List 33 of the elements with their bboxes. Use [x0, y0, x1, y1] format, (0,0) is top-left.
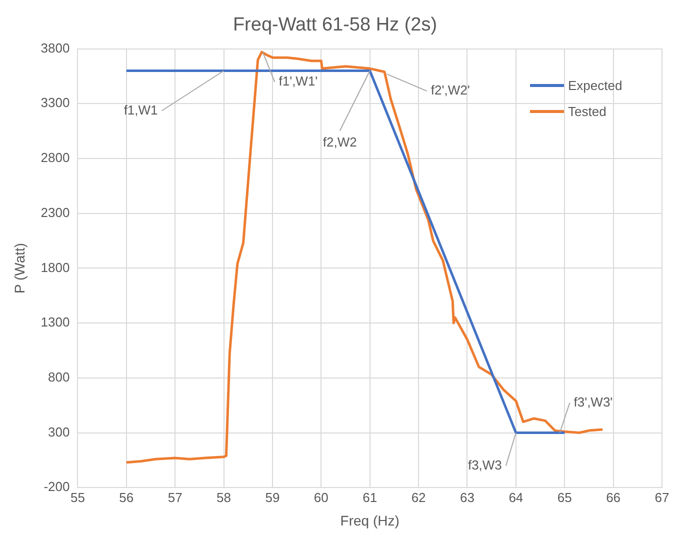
x-tick-label: 67 [654, 490, 670, 505]
y-tick-label: -200 [44, 479, 70, 494]
y-axis-title: P (Watt) [11, 242, 28, 294]
annotation: f3',W3' [574, 394, 613, 410]
annotation: f2,W2 [322, 134, 357, 150]
legend-label: Expected [568, 76, 622, 95]
y-tick-label: 1300 [40, 314, 70, 330]
x-axis-title: Freq (Hz) [340, 512, 400, 528]
y-tick-label: 1800 [40, 260, 70, 275]
chart-title: Freq-Watt 61-58 Hz (2s) [232, 14, 438, 36]
legend-label: Tested [568, 102, 606, 121]
x-tick-label: 65 [557, 490, 572, 505]
x-tick-label: 62 [411, 490, 426, 505]
y-tick-label: 800 [48, 369, 70, 384]
y-tick-label: 300 [48, 424, 70, 440]
x-tick-label: 56 [119, 490, 134, 505]
y-tick-label: 2300 [40, 204, 70, 220]
x-tick-label: 57 [168, 490, 182, 505]
x-tick-label: 58 [216, 490, 232, 505]
y-tick-label: 2800 [40, 150, 70, 166]
x-tick-label: 63 [460, 490, 474, 505]
annotation: f3,W3 [468, 457, 502, 472]
x-tick-label: 66 [606, 490, 621, 505]
x-tick-label: 59 [265, 490, 280, 505]
x-tick-label: 64 [508, 490, 524, 505]
x-tick-label: 55 [70, 490, 85, 505]
annotation: f2',W2' [430, 82, 470, 98]
y-tick-label: 3800 [40, 40, 70, 56]
y-tick-label: 3300 [40, 95, 70, 110]
annotation: f1',W1' [278, 74, 318, 89]
annotation: f1,W1 [124, 102, 158, 118]
x-tick-label: 61 [362, 490, 378, 505]
x-tick-label: 60 [314, 490, 328, 505]
